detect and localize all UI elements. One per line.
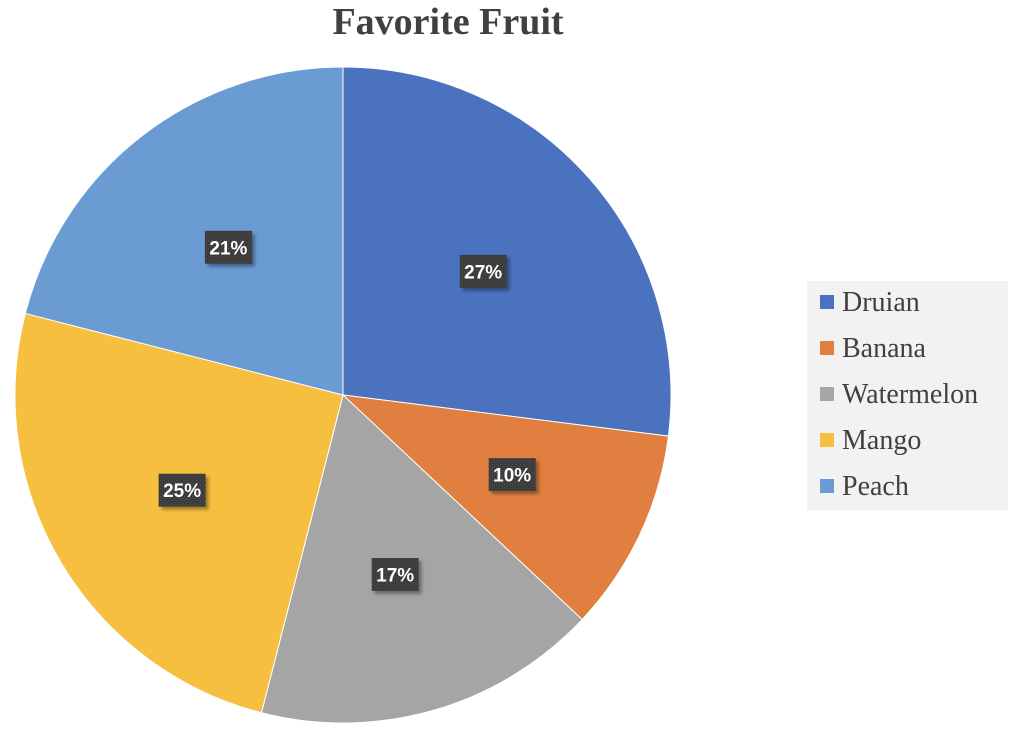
data-label-box — [459, 254, 507, 288]
legend-label: Peach — [842, 471, 909, 502]
data-label-text: 10% — [493, 466, 531, 487]
pie-slice-mango — [14, 312, 344, 714]
legend-label: Banana — [842, 333, 927, 364]
legend-swatch — [820, 387, 834, 401]
legend-swatch — [820, 295, 834, 309]
legend-item-watermelon: Watermelon — [820, 379, 978, 410]
data-label-box — [371, 558, 419, 591]
data-label-text: 17% — [376, 566, 414, 587]
legend: Druian Banana Watermelon Mango Peach — [807, 281, 1008, 510]
data-label-mango: 25% — [158, 473, 206, 507]
legend-item-mango: Mango — [820, 425, 921, 456]
data-label-text: 25% — [163, 481, 201, 502]
legend-item-peach: Peach — [820, 471, 909, 502]
pie-slice-druian — [342, 66, 672, 437]
chart-title: Favorite Fruit — [332, 1, 563, 43]
data-label-text: 21% — [209, 238, 247, 259]
legend-label: Mango — [842, 425, 921, 456]
legend-background — [807, 281, 1008, 510]
data-label-box — [488, 458, 536, 492]
legend-swatch — [820, 479, 834, 493]
data-label-watermelon: 17% — [371, 558, 419, 591]
data-label-banana: 10% — [488, 458, 536, 492]
data-label-peach: 21% — [204, 230, 252, 264]
slice-labels: 27% 10% 17% 25% 21% — [158, 230, 536, 591]
legend-item-druian: Druian — [820, 287, 920, 318]
legend-label: Watermelon — [842, 379, 978, 410]
legend-swatch — [820, 433, 834, 447]
data-label-box — [158, 473, 206, 507]
pie-slice-banana — [341, 394, 669, 621]
data-label-druian: 27% — [459, 254, 507, 288]
legend-label: Druian — [842, 287, 920, 318]
legend-swatch — [820, 341, 834, 355]
pie-slice-watermelon — [260, 394, 583, 724]
legend-item-banana: Banana — [820, 333, 927, 364]
pie-slices — [14, 66, 672, 724]
data-label-text: 27% — [464, 262, 502, 283]
pie-slice-peach — [24, 66, 344, 396]
data-label-box — [204, 230, 252, 264]
